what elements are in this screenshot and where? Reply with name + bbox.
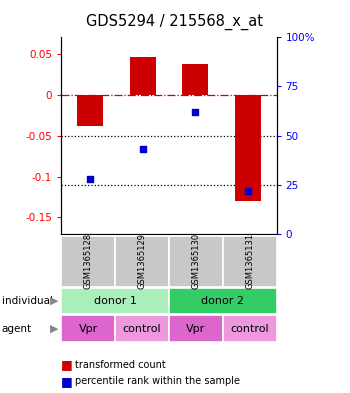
Text: GDS5294 / 215568_x_at: GDS5294 / 215568_x_at (86, 14, 264, 30)
Text: ▶: ▶ (50, 323, 58, 334)
Text: GSM1365129: GSM1365129 (138, 233, 146, 289)
Text: donor 2: donor 2 (201, 296, 244, 306)
Point (140, 146, 146, 152)
Text: Vpr: Vpr (78, 323, 98, 334)
Text: individual: individual (2, 296, 53, 306)
Text: control: control (230, 323, 269, 334)
Text: donor 1: donor 1 (94, 296, 136, 306)
Text: agent: agent (2, 323, 32, 334)
Bar (130, 57, 156, 95)
Text: percentile rank within the sample: percentile rank within the sample (75, 376, 240, 386)
Point (88, 176, 93, 182)
Text: GSM1365130: GSM1365130 (191, 233, 200, 289)
Point (245, 187, 251, 194)
Bar (77, 95, 103, 126)
Text: Vpr: Vpr (186, 323, 205, 334)
Text: ■: ■ (61, 375, 73, 388)
Text: GSM1365131: GSM1365131 (245, 233, 254, 289)
Text: GSM1365128: GSM1365128 (84, 233, 93, 289)
Text: control: control (122, 323, 161, 334)
Text: transformed count: transformed count (75, 360, 166, 370)
Text: ■: ■ (61, 358, 73, 371)
Bar (234, 95, 261, 201)
Point (193, 109, 198, 115)
Bar (182, 64, 208, 95)
Text: ▶: ▶ (50, 296, 58, 306)
